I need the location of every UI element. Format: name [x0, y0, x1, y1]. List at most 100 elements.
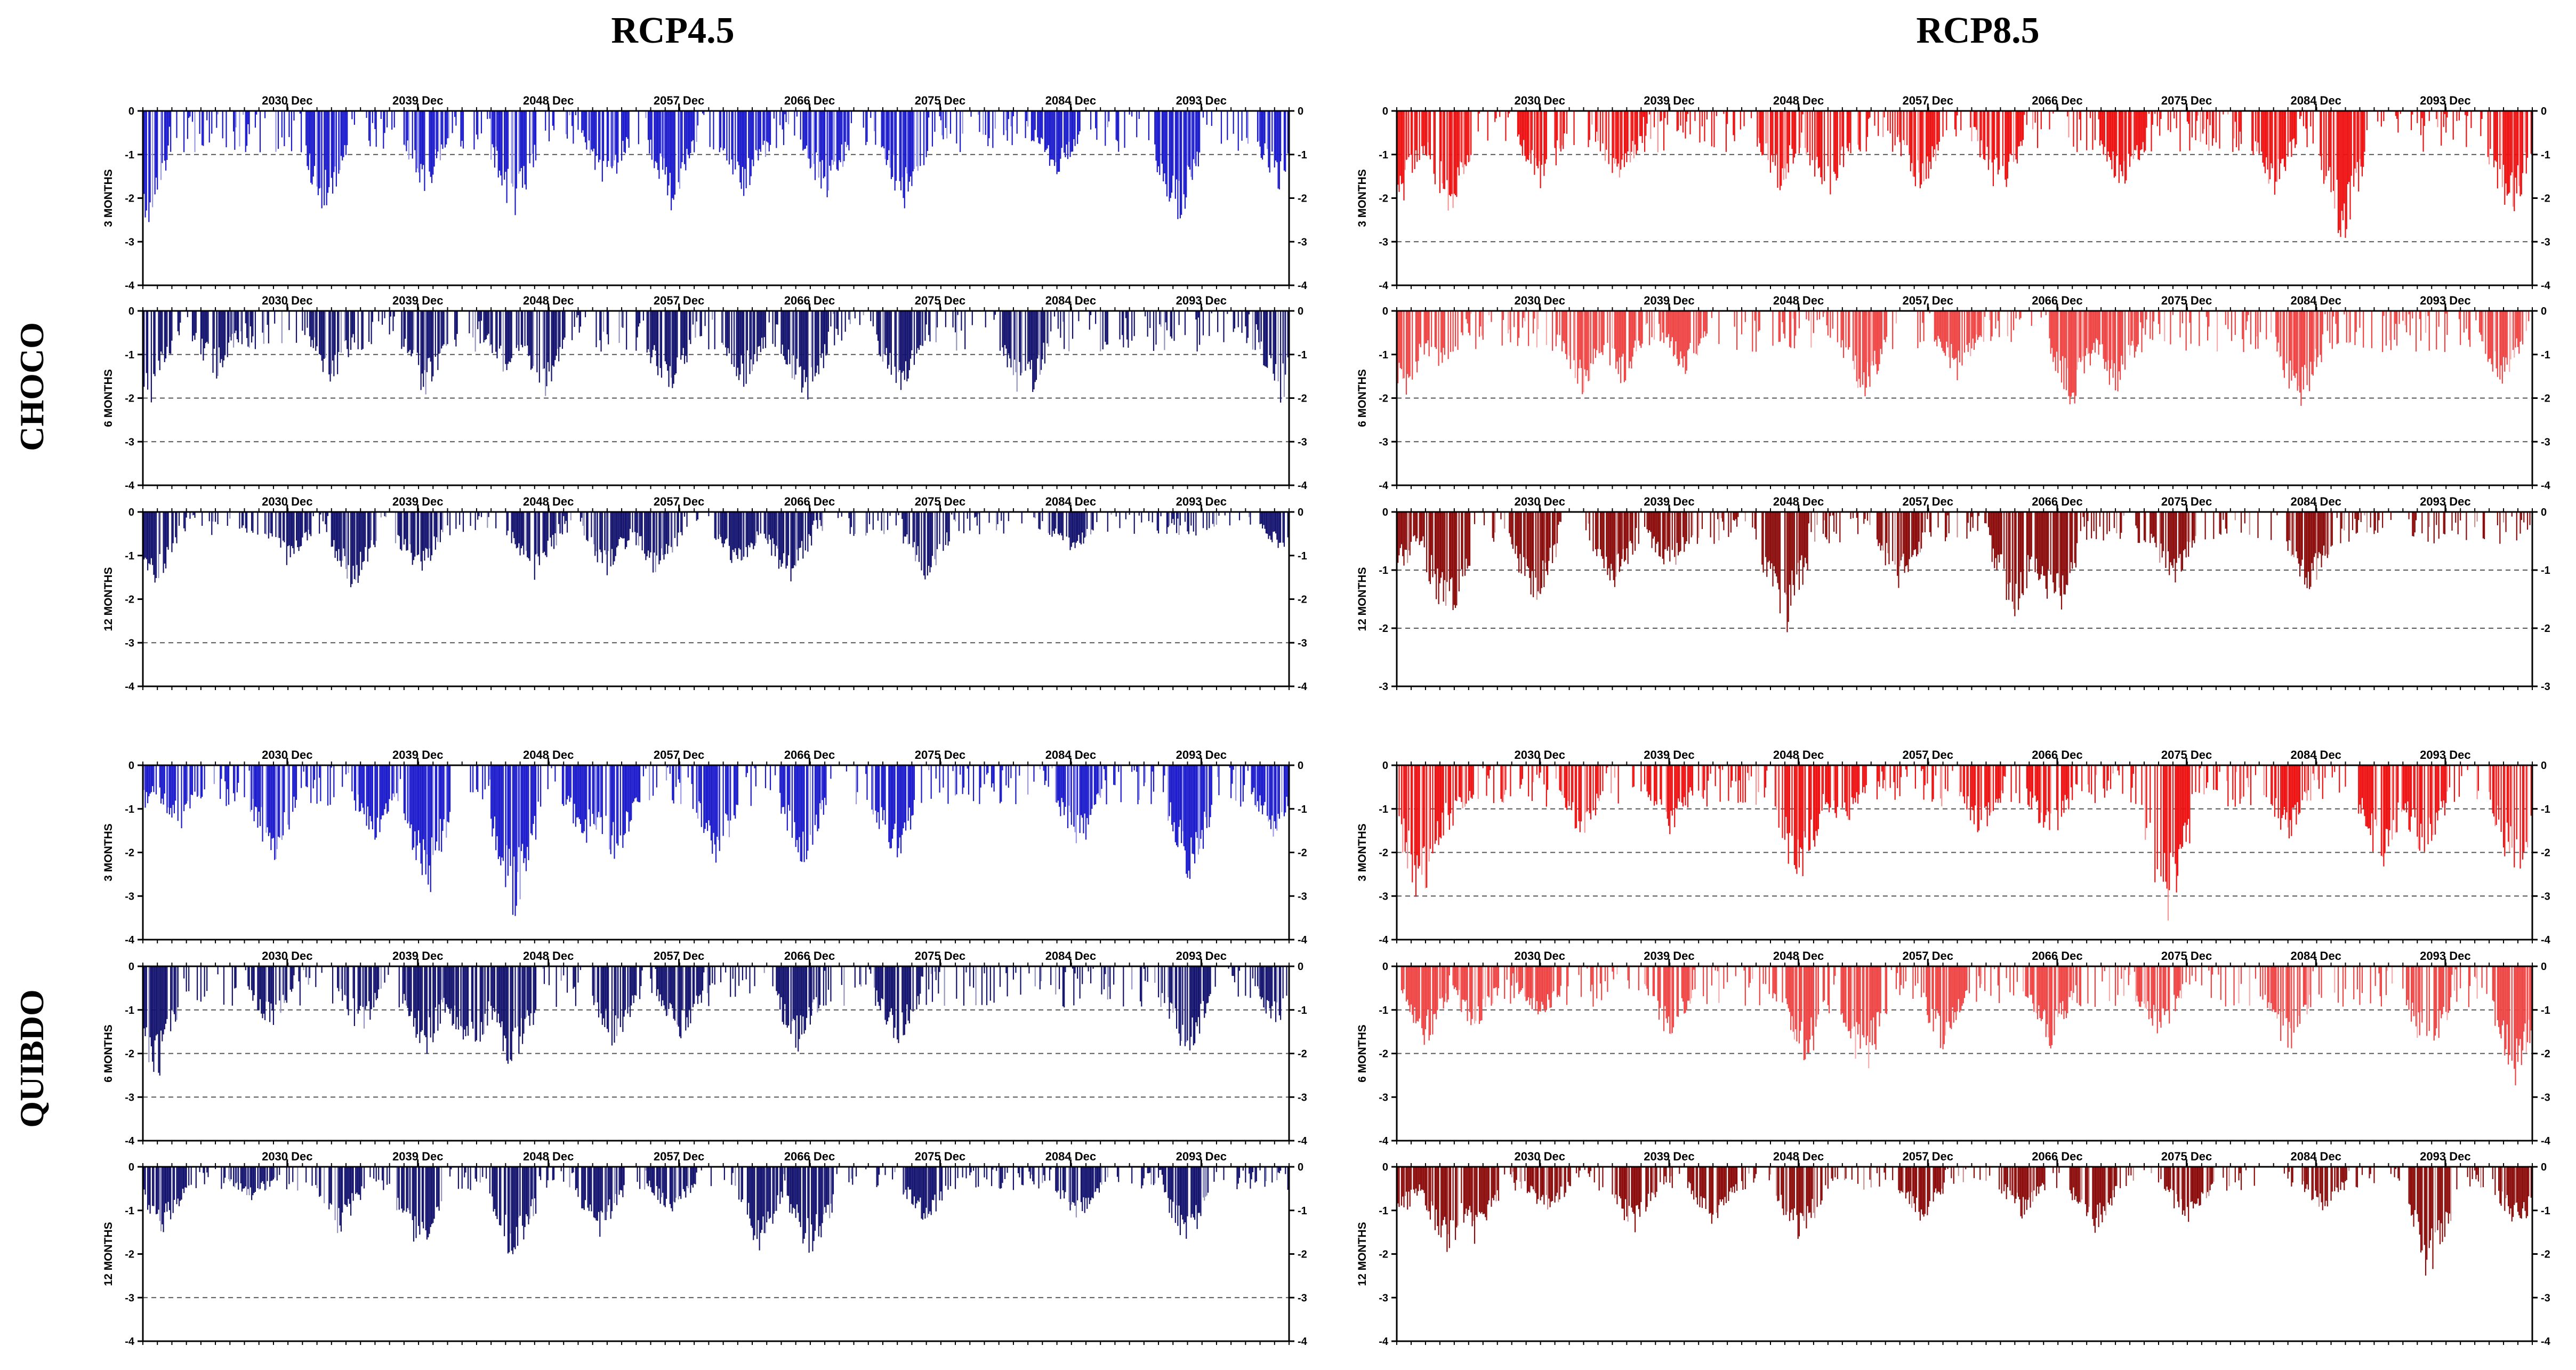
bar	[241, 311, 243, 344]
bar	[1217, 311, 1219, 332]
bar	[1836, 512, 1837, 534]
bar	[809, 765, 811, 835]
bar	[1862, 311, 1864, 385]
bar	[490, 111, 492, 160]
bar	[1517, 512, 1519, 559]
bar	[470, 512, 471, 526]
bar	[608, 111, 609, 161]
bar	[1457, 111, 1459, 167]
bar	[363, 512, 365, 562]
bar	[281, 311, 283, 343]
bar	[2024, 111, 2025, 115]
bar	[581, 111, 583, 133]
bar	[1409, 512, 1411, 556]
bar	[2199, 311, 2200, 346]
bar	[842, 111, 844, 167]
bar	[885, 111, 887, 165]
bar	[2504, 311, 2506, 372]
bar	[2193, 512, 2194, 541]
bar	[180, 311, 181, 323]
bar	[1523, 512, 1525, 557]
bar	[2281, 111, 2283, 159]
bar	[2456, 111, 2458, 121]
bar	[2134, 311, 2136, 358]
bar	[342, 765, 343, 787]
bar	[809, 111, 811, 169]
bar	[1218, 512, 1220, 516]
bar	[1255, 765, 1257, 807]
bar	[637, 311, 638, 338]
y-tick-label-right: -4	[2541, 280, 2551, 292]
bar	[787, 311, 790, 350]
bar	[2005, 111, 2006, 180]
bar	[904, 765, 905, 823]
bar	[326, 111, 327, 205]
bar	[737, 765, 738, 805]
bar	[751, 512, 753, 544]
bar	[2482, 311, 2484, 342]
bar	[901, 111, 903, 178]
bar	[791, 311, 793, 379]
bar	[1614, 512, 1616, 587]
bar	[1857, 311, 1859, 388]
bar	[1269, 311, 1270, 355]
bar	[1451, 512, 1453, 578]
bar	[417, 311, 420, 365]
bar	[410, 765, 412, 824]
bar	[696, 765, 697, 813]
bar	[351, 512, 353, 584]
bar	[1143, 765, 1145, 787]
bar	[888, 765, 890, 843]
bar	[2516, 111, 2517, 194]
bar	[492, 311, 493, 353]
bar	[849, 512, 851, 534]
bar	[794, 765, 795, 822]
bar	[299, 512, 301, 547]
bar	[293, 765, 295, 797]
bar	[875, 111, 876, 145]
bar	[1278, 111, 1280, 190]
bar	[1257, 111, 1259, 142]
bar	[252, 311, 254, 337]
bar	[1612, 111, 1613, 173]
bar	[2136, 311, 2138, 347]
bar	[2231, 311, 2233, 341]
bar	[561, 311, 564, 349]
bar	[927, 111, 928, 151]
bar	[495, 512, 497, 528]
bar	[818, 111, 819, 178]
bar	[368, 765, 370, 830]
bar	[763, 311, 765, 338]
bar	[1674, 311, 1676, 355]
bar	[2142, 311, 2144, 329]
bar	[252, 765, 254, 799]
bar	[546, 512, 548, 557]
bar	[1674, 512, 1676, 557]
bar	[1627, 512, 1629, 564]
bar	[2506, 311, 2508, 365]
bar	[1269, 512, 1270, 536]
bar	[208, 111, 210, 143]
bar	[2492, 311, 2493, 372]
bar	[302, 311, 303, 331]
bar	[2128, 311, 2129, 345]
bar	[2196, 111, 2197, 121]
bar	[958, 512, 960, 531]
bar	[303, 765, 304, 772]
bar	[1184, 765, 1186, 851]
bar	[1735, 512, 1736, 519]
bar	[954, 311, 956, 333]
bar	[432, 765, 434, 855]
bar	[2383, 111, 2385, 121]
bar	[1400, 512, 1403, 544]
bar	[1966, 311, 1968, 345]
bar	[889, 765, 891, 848]
bar	[952, 311, 954, 327]
bar	[348, 512, 349, 565]
bar	[574, 311, 575, 327]
bar	[1622, 512, 1624, 549]
bar	[462, 512, 464, 532]
bar	[794, 111, 795, 136]
bar	[1927, 111, 1928, 157]
bar	[642, 765, 645, 776]
